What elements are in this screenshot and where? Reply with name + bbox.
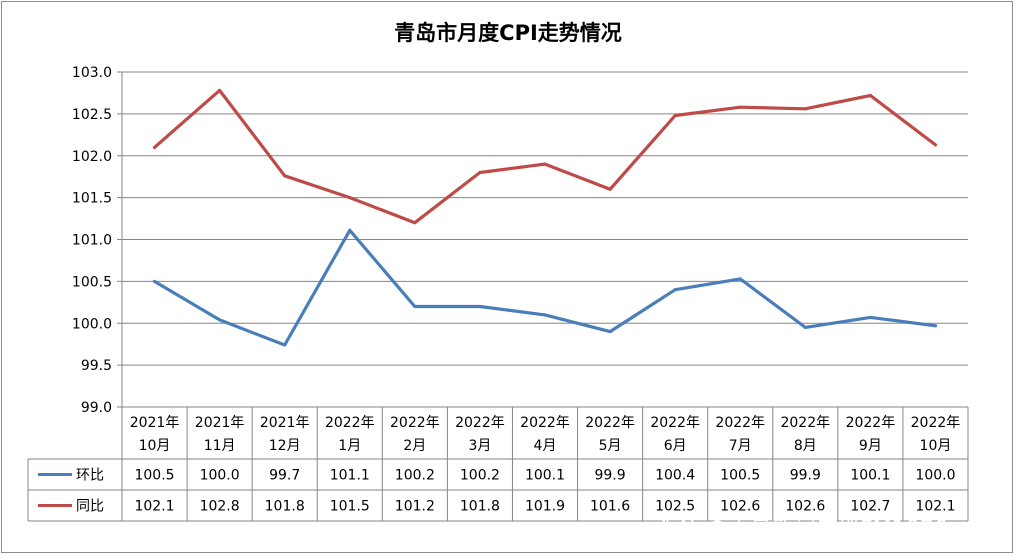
- x-category-year: 2022年: [846, 415, 896, 431]
- x-category-year: 2022年: [780, 415, 830, 431]
- x-category-year: 2022年: [715, 415, 765, 431]
- x-category-year: 2022年: [390, 415, 440, 431]
- data-label: 101.6: [590, 499, 630, 515]
- x-category-year: 2022年: [520, 415, 570, 431]
- data-label: 101.1: [330, 468, 370, 484]
- data-label: 102.7: [850, 499, 890, 515]
- x-category-month: 8月: [794, 438, 817, 454]
- y-tick-label: 102.5: [72, 107, 112, 123]
- x-category-year: 2022年: [585, 415, 635, 431]
- x-category-year: 2022年: [455, 415, 505, 431]
- data-label: 101.9: [525, 499, 565, 515]
- data-point: [543, 162, 547, 166]
- x-category-month: 1月: [338, 438, 361, 454]
- data-label: 102.1: [915, 499, 955, 515]
- data-label: 99.9: [594, 468, 625, 484]
- y-tick-label: 103.0: [72, 65, 112, 81]
- data-table: 2021年 10月 2021年 11月 2021年 12月 2022年 1月 2022年 2月 20…: [27, 406, 969, 522]
- data-label: 100.2: [460, 468, 500, 484]
- data-point: [413, 305, 417, 308]
- data-point: [933, 324, 937, 328]
- data-label: 100.5: [720, 468, 760, 484]
- data-point: [803, 107, 807, 111]
- x-category-month: 2月: [403, 438, 426, 454]
- data-label: 102.1: [134, 499, 174, 515]
- x-category-year: 2022年: [911, 415, 961, 431]
- data-point: [283, 174, 287, 178]
- x-category-month: 7月: [729, 438, 752, 454]
- x-category-month: 11月: [204, 438, 236, 454]
- data-point: [413, 221, 417, 225]
- data-label: 101.2: [395, 499, 435, 515]
- y-tick-label: 100.0: [72, 316, 112, 332]
- data-point: [608, 187, 612, 191]
- y-tick-label: 101.0: [72, 233, 112, 249]
- data-point: [348, 196, 352, 200]
- data-point: [738, 105, 742, 109]
- data-point: [218, 88, 222, 92]
- data-point: [868, 93, 872, 97]
- series-line: [152, 228, 938, 347]
- x-category-month: 10月: [920, 438, 952, 454]
- data-label: 100.2: [395, 468, 435, 484]
- y-tick-label: 101.5: [72, 191, 112, 207]
- x-category-month: 5月: [599, 438, 622, 454]
- data-point: [868, 315, 872, 319]
- data-point: [218, 318, 222, 322]
- x-category-year: 2022年: [650, 415, 700, 431]
- x-category-month: 12月: [269, 438, 301, 454]
- data-label: 99.9: [790, 468, 821, 484]
- data-label: 99.7: [269, 468, 300, 484]
- x-category-month: 3月: [468, 438, 491, 454]
- x-category-year: 2021年: [260, 415, 310, 431]
- x-category-month: 9月: [859, 438, 882, 454]
- x-category-month: 10月: [139, 438, 171, 454]
- x-category-year: 2021年: [195, 415, 245, 431]
- x-category-year: 2022年: [325, 415, 375, 431]
- data-point: [933, 143, 937, 147]
- x-category-month: 4月: [534, 438, 557, 454]
- data-label: 100.1: [850, 468, 890, 484]
- data-label: 100.4: [655, 468, 695, 484]
- series-line: [152, 88, 938, 225]
- data-point: [738, 277, 742, 281]
- series-lines: [152, 88, 938, 347]
- data-label: 102.8: [200, 499, 240, 515]
- y-tick-label: 100.5: [72, 274, 112, 290]
- data-point: [153, 145, 157, 149]
- data-label: 101.8: [265, 499, 305, 515]
- x-category-year: 2021年: [130, 415, 180, 431]
- data-label: 102.6: [785, 499, 825, 515]
- data-point: [348, 228, 352, 232]
- legend-label: 同比: [76, 499, 104, 515]
- data-label: 102.6: [720, 499, 760, 515]
- watermark-text: 头条 @青岛新闻广播FM1076: [655, 517, 948, 542]
- x-category-month: 6月: [664, 438, 687, 454]
- y-axis-ticks: 99.0 99.5 100.0 100.5 101.0 101.5 102.0 102.5 10…: [72, 65, 112, 416]
- chart-title: 青岛市月度CPI走势情况: [394, 21, 622, 45]
- y-tick-label: 99.0: [81, 400, 112, 416]
- y-tick-label: 102.0: [72, 149, 112, 165]
- data-point: [478, 305, 482, 308]
- data-label: 102.5: [655, 499, 695, 515]
- data-label: 100.5: [134, 468, 174, 484]
- data-point: [283, 343, 287, 347]
- data-label: 100.1: [525, 468, 565, 484]
- data-label: 100.0: [200, 468, 240, 484]
- data-point: [608, 330, 612, 334]
- data-point: [478, 171, 482, 174]
- data-label: 101.8: [460, 499, 500, 515]
- legend-label: 环比: [76, 468, 104, 484]
- data-point: [543, 313, 547, 317]
- data-point: [673, 114, 677, 118]
- data-point: [153, 279, 157, 283]
- data-label: 100.0: [915, 468, 955, 484]
- data-label: 101.5: [330, 499, 370, 515]
- data-point: [803, 325, 807, 329]
- y-tick-label: 99.5: [81, 358, 112, 374]
- data-point: [673, 288, 677, 292]
